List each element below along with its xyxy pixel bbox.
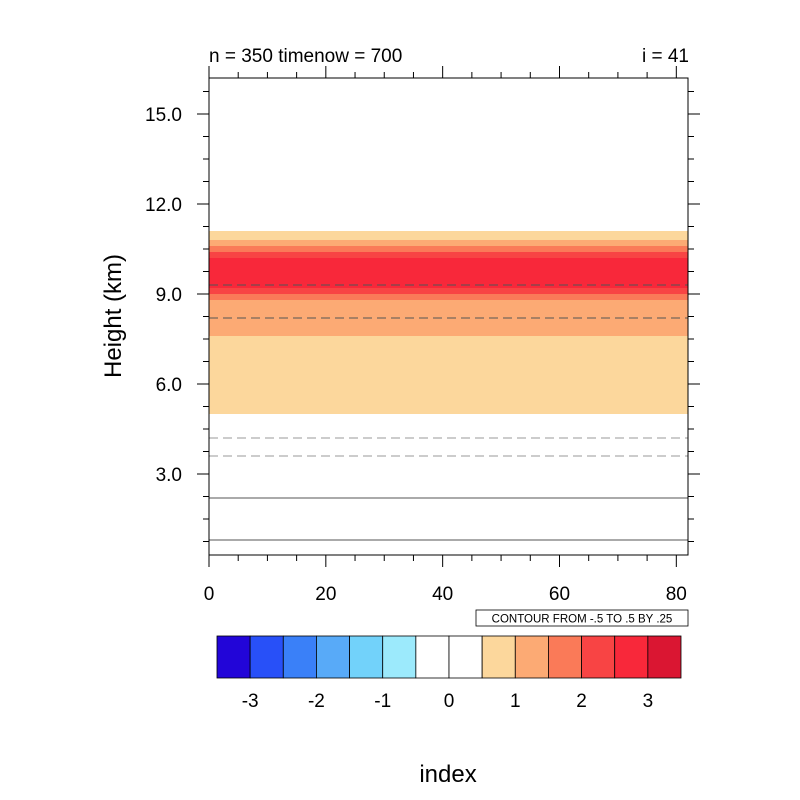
contour-info: CONTOUR FROM -.5 TO .5 BY .25	[492, 614, 673, 626]
colorbar-label: 1	[510, 691, 521, 712]
title-right: i = 41	[642, 46, 689, 67]
colorbar-box-3	[316, 635, 350, 679]
contour-lines	[209, 284, 688, 541]
y-tick-label: 6.0	[156, 375, 182, 396]
colorbar-box-11	[581, 635, 616, 679]
colorbar-labels: -3 -2 -1 0 1 2 3	[242, 691, 653, 712]
colorbar-box-12	[614, 635, 649, 679]
color-band-0	[209, 336, 688, 414]
colorbar-box-8	[481, 635, 516, 679]
colorbar-label: -3	[242, 691, 259, 712]
colorbar-box-13	[647, 635, 682, 679]
x-tick-label: 40	[432, 584, 453, 605]
color-band-6	[209, 246, 688, 252]
axis-ticks	[197, 66, 700, 567]
colorbar-box-1	[249, 635, 284, 679]
x-tick-label: 60	[549, 584, 570, 605]
x-tick-label: 0	[204, 584, 215, 605]
colorbar-box-6	[415, 635, 450, 679]
colorbar-box-2	[282, 635, 317, 679]
y-tick-label: 12.0	[145, 195, 182, 216]
colorbar-box-7	[448, 635, 483, 679]
color-band-5	[209, 252, 688, 258]
x-tick-label: 20	[315, 584, 336, 605]
x-axis-label: index	[419, 761, 476, 788]
y-axis-label: Height (km)	[100, 254, 127, 378]
colorbar-label: 2	[576, 691, 587, 712]
color-band-3	[209, 288, 688, 294]
contour-info-box	[475, 609, 689, 627]
colorbar-label: 3	[643, 691, 654, 712]
colorbar-box-9	[514, 635, 549, 679]
colorbar-label: 0	[444, 691, 455, 712]
color-band-7	[209, 240, 688, 246]
x-tick-label: 80	[666, 584, 687, 605]
y-tick-label: 15.0	[145, 105, 182, 126]
colorbar	[216, 635, 682, 679]
colorbar-box-5	[382, 635, 417, 679]
colorbar-box-0	[216, 635, 251, 679]
color-band-2	[209, 294, 688, 300]
colorbar-box-4	[349, 635, 384, 679]
colorbar-label: -2	[308, 691, 325, 712]
color-band-4	[209, 258, 688, 288]
y-tick-label: 9.0	[156, 285, 182, 306]
x-tick-labels: 0 20 40 60 80	[204, 584, 687, 605]
plot-frame	[208, 77, 689, 556]
title-left: n = 350 timenow = 700	[209, 46, 402, 67]
color-band-8	[209, 231, 688, 240]
y-tick-labels: 3.0 6.0 9.0 12.0 15.0	[145, 105, 182, 486]
colorbar-box-10	[548, 635, 582, 679]
y-tick-label: 3.0	[156, 465, 182, 486]
color-bands	[209, 231, 688, 414]
colorbar-label: -1	[374, 691, 391, 712]
